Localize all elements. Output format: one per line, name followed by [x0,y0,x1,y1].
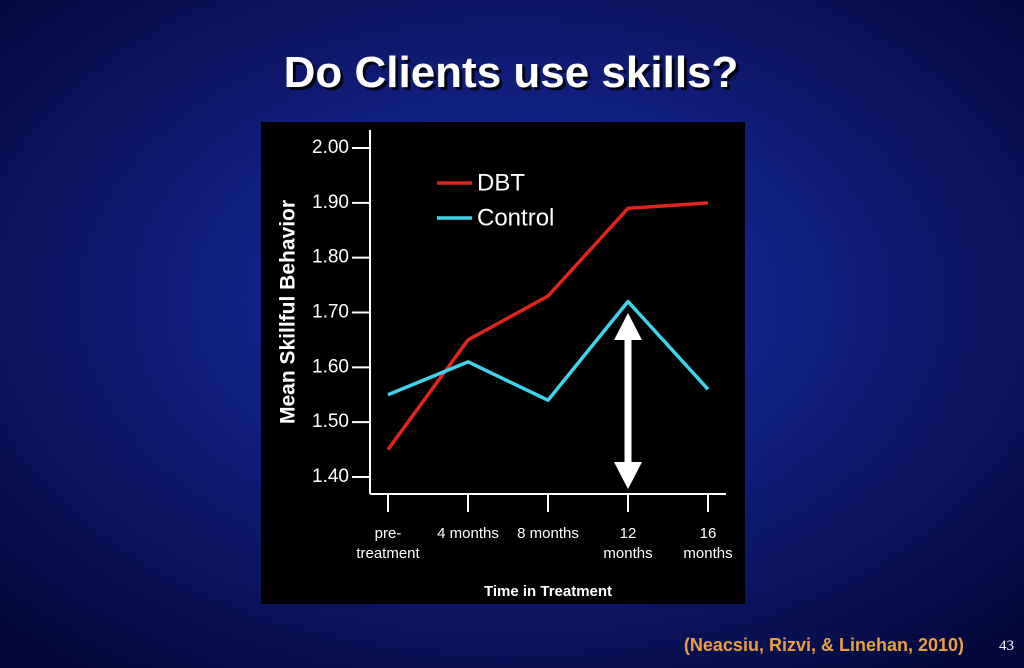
data-line [387,299,710,402]
data-line [386,201,709,451]
chart-panel [261,122,745,604]
y-axis-label: Mean Skillful Behavior [277,200,300,424]
citation: (Neacsiu, Rizvi, & Linehan, 2010) [684,635,964,655]
x-tick-label: 4 months [437,525,499,542]
page-number: 43 [999,638,1014,654]
legend-label: DBT [477,169,525,196]
legend-label: Control [477,204,554,231]
y-tick-label: 1.40 [312,466,349,487]
y-tick-label: 1.60 [312,356,349,377]
y-tick-label: 1.90 [312,192,349,213]
x-tick-label: 16 months [683,525,732,562]
y-tick-label: 2.00 [312,137,349,158]
title-shadow: Do Clients use skills? [287,51,742,100]
y-tick-label: 1.70 [312,302,349,323]
slide-title: Do Clients use skills? [284,48,739,97]
x-tick-label: pre-treatment [356,525,420,562]
x-tick-label: 12 months [603,525,652,562]
x-tick-label: 8 months [517,525,579,542]
double-arrow [614,313,642,489]
x-axis-label: Time in Treatment [484,583,612,600]
y-tick-label: 1.80 [312,247,349,268]
y-tick-label: 1.50 [312,411,349,432]
